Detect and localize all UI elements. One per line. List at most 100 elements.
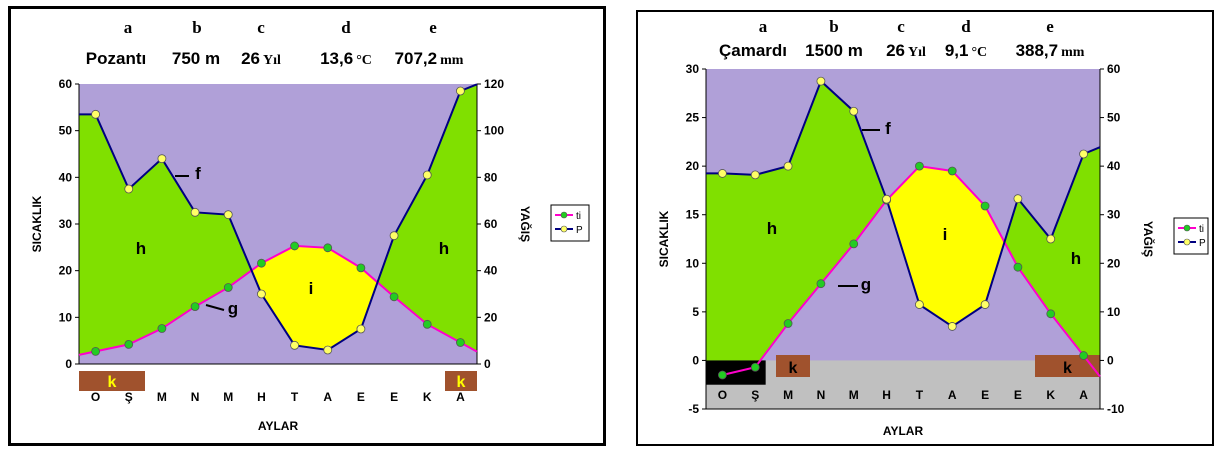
tick-label-left: 5 [692,305,699,319]
tick-label-left: 15 [686,208,700,222]
chart-svg-camardi: a b c d e Çamardı 1500 m 26 Yıl 9,1 °C 388,7 mm k k -5 0… [657,17,1209,438]
header-temperature: 13,6 °C [320,49,372,68]
tick-label-right: 60 [1107,62,1121,76]
marker-ti [456,338,465,347]
tick-label-x: Ş [751,388,759,402]
y-axis-title-left: SICAKLIK [30,195,44,252]
legend-swatch-marker [560,225,568,233]
tick-label-right: 80 [484,170,498,184]
below-zero-band [706,360,1100,409]
header-station: Pozantı [86,49,146,68]
marker-p [422,170,432,180]
tick-label-left: 10 [59,310,73,324]
k-label: k [789,360,798,377]
tick-label-left: 25 [686,111,700,125]
header-precipitation: 388,7 mm [1016,41,1085,60]
header-letter-b: b [829,17,838,36]
tick-label-right: 10 [1107,305,1121,319]
marker-p [389,231,399,241]
legend-swatch-marker [1183,238,1191,246]
header-precipitation_unit: mm [1061,45,1085,60]
header-precipitation_unit: mm [440,53,464,68]
header-letter-b: b [192,18,201,37]
tick-label-x: A [456,390,465,404]
tick-label-x: O [91,390,100,404]
marker-p [223,210,233,220]
header-letter-e: e [1046,17,1054,36]
legend-swatch-marker [1183,224,1191,232]
marker-ti [257,258,266,268]
header-years: 26 [241,49,260,68]
k-box [776,355,810,377]
k-box [79,371,145,391]
tick-label-right: 20 [484,310,498,324]
marker-ti [750,362,760,372]
dry-period-area [886,166,1005,327]
header-years_unit: Yıl [263,53,281,68]
humid-period-area [1004,147,1100,377]
annotation-f: f [195,164,201,183]
tick-label-right: 0 [484,357,491,371]
marker-ti [1046,309,1056,319]
header-years_unit: Yıl [908,45,926,60]
k-box [445,371,477,391]
marker-p [1013,194,1023,204]
annotation-i: i [309,279,314,298]
tick-label-right: 30 [1107,208,1121,222]
marker-ti [947,166,957,176]
marker-p [124,184,134,194]
marker-p [257,289,266,299]
tick-label-left: 30 [686,62,700,76]
tick-label-right: 100 [484,124,504,138]
tick-label-left: 20 [59,264,73,278]
tick-label-right: 40 [1107,159,1121,173]
tick-label-left: -5 [688,402,699,416]
annotation-h: h [439,239,449,258]
marker-ti [389,292,399,302]
header-letter-a: a [759,17,768,36]
tick-label-x: A [948,388,957,402]
tick-label-x: H [257,390,266,404]
tick-label-left: 30 [59,217,73,231]
tick-label-x: N [191,390,200,404]
marker-p [157,154,167,164]
header-letter-a: a [124,18,133,37]
tick-label-right: 120 [484,77,504,91]
header-temperature: 13,6 [320,49,353,68]
header-station: Pozantı [86,49,146,68]
marker-p [1046,234,1056,244]
tick-label-x: E [390,390,398,404]
legend-box [1173,217,1209,255]
tick-label-right: 20 [1107,256,1121,270]
annotation-g: g [228,299,238,318]
marker-p [947,322,957,331]
tick-label-x: Ş [125,390,133,404]
tick-label-x: E [981,388,989,402]
tick-label-x: K [423,390,432,404]
k-box [1035,355,1100,377]
tick-label-x: T [916,388,924,402]
header-years: 26 Yıl [886,41,926,60]
annotation-f: f [885,119,891,138]
y-axis-title-left: SICAKLIK [657,210,671,267]
marker-ti [356,263,366,273]
marker-p [456,86,465,96]
marker-p [915,300,924,309]
y-axis-title-right: YAĞIŞ [1141,221,1156,257]
marker-ti [915,161,924,171]
marker-p [816,76,826,86]
humid-period-area [706,81,887,379]
marker-p [1079,149,1088,159]
marker-ti [783,319,793,328]
header-temperature_unit: °C [356,53,372,68]
tick-label-x: N [817,388,826,402]
y-axis-title-right: YAĞIŞ [518,206,533,242]
header-precipitation: 707,2 [395,49,438,68]
legend-label: ti [576,211,581,222]
series-line-p [79,83,478,352]
tick-label-left: 60 [59,77,73,91]
tick-label-left: 20 [686,159,700,173]
marker-ti [1013,262,1023,272]
marker-ti [323,243,333,253]
header-station: Çamardı [719,41,787,60]
